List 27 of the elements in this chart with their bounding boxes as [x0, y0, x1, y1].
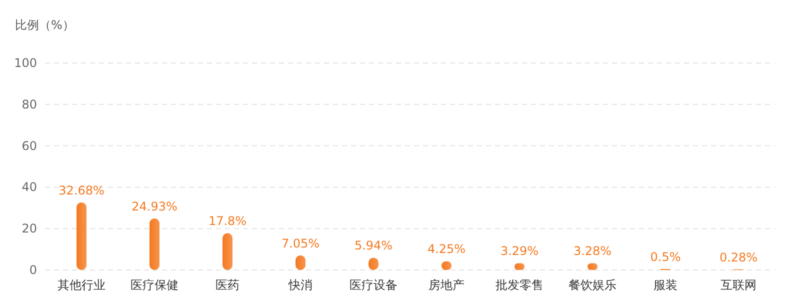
data-label: 3.28%	[573, 244, 612, 258]
data-label: 0.5%	[650, 250, 681, 264]
x-tick-label: 服装	[654, 278, 678, 292]
data-label: 3.29%	[500, 244, 539, 258]
data-label: 7.05%	[281, 236, 320, 250]
x-tick-label: 房地产	[428, 278, 464, 292]
x-tick-label: 互联网	[720, 278, 756, 292]
data-label: 32.68%	[58, 183, 104, 198]
y-tick-label: 100	[14, 56, 37, 70]
x-tick-label: 批发零售	[496, 278, 544, 292]
x-tick-label: 医疗设备	[350, 278, 398, 292]
y-tick-label: 60	[22, 138, 37, 153]
data-label: 17.8%	[208, 214, 247, 228]
data-label: 24.93%	[132, 199, 178, 214]
y-axis-title: 比例（%）	[15, 18, 74, 32]
y-tick-label: 20	[22, 222, 37, 236]
y-tick-label: 0	[29, 263, 37, 277]
x-tick-label: 医药	[216, 278, 240, 292]
x-tick-label: 餐饮娱乐	[568, 278, 616, 292]
x-tick-label: 其他行业	[58, 278, 106, 292]
x-tick-label: 医疗保健	[130, 278, 178, 292]
x-tick-label: 快消	[288, 278, 312, 292]
data-label: 5.94%	[354, 238, 393, 253]
y-tick-label: 80	[22, 97, 37, 112]
data-label: 0.28%	[719, 250, 758, 264]
y-tick-label: 40	[22, 180, 37, 194]
data-label: 4.25%	[427, 242, 466, 256]
